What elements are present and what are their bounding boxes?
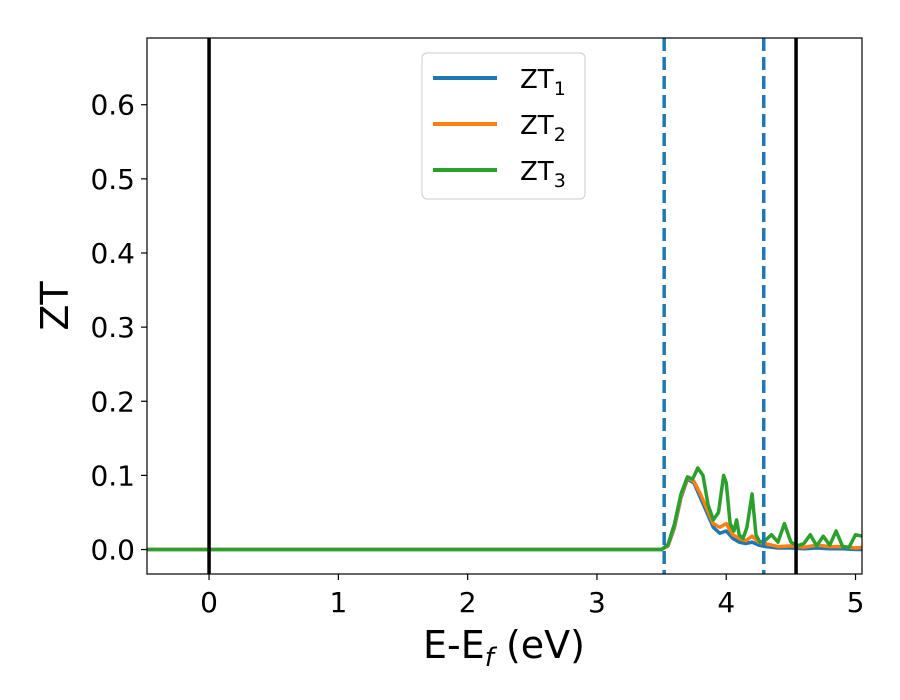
legend: ZT1 ZT2 ZT3 — [421, 52, 586, 200]
legend-box — [421, 52, 586, 200]
y-axis: 0.0 0.1 0.2 0.3 0.4 0.5 0.6 — [90, 89, 147, 567]
x-tick-label: 1 — [329, 586, 347, 619]
series-line-zt3 — [147, 466, 862, 552]
legend-label-zt3: ZT3 — [520, 157, 566, 192]
x-axis: 0 1 2 3 4 5 — [200, 574, 864, 619]
y-tick-label: 0.3 — [90, 311, 135, 344]
plot-area — [147, 38, 862, 574]
x-tick-label: 4 — [717, 586, 735, 619]
y-tick-label: 0.0 — [90, 534, 135, 567]
plot-frame — [146, 37, 863, 575]
x-tick-label: 3 — [588, 586, 606, 619]
x-axis-label-tail: (eV) — [494, 623, 585, 667]
x-tick-label: 2 — [459, 586, 477, 619]
legend-label-zt1: ZT1 — [520, 65, 566, 100]
y-tick-label: 0.2 — [90, 385, 135, 418]
x-axis-label: E-Ef (eV) — [423, 623, 585, 673]
y-tick-label: 0.1 — [90, 459, 135, 492]
x-tick-label: 0 — [200, 586, 218, 619]
y-tick-label: 0.6 — [90, 89, 135, 122]
y-axis-label: ZT — [33, 281, 77, 331]
legend-label-zt2: ZT2 — [520, 111, 566, 146]
y-tick-label: 0.4 — [90, 237, 135, 270]
x-axis-label-main: E-E — [423, 623, 485, 667]
y-tick-label: 0.5 — [90, 163, 135, 196]
x-tick-label: 5 — [847, 586, 865, 619]
